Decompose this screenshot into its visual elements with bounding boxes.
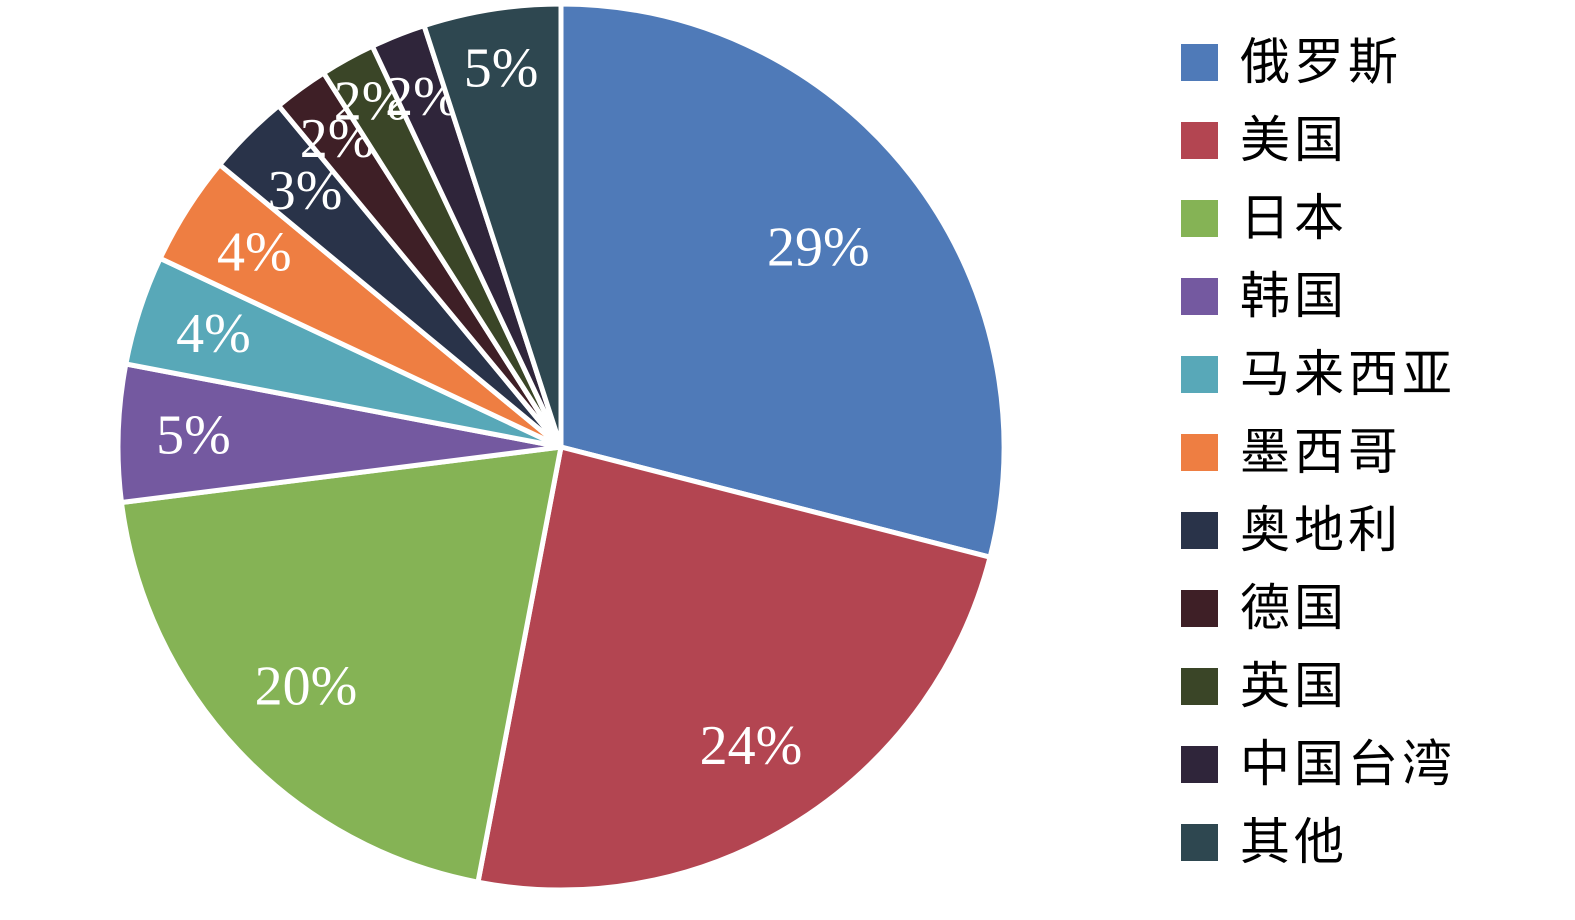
slice-label-japan: 20% (255, 656, 358, 718)
legend-swatch-germany (1181, 589, 1218, 627)
legend-label-taiwan-china: 中国台湾 (1240, 736, 1456, 792)
slice-label-mexico: 4% (217, 221, 292, 283)
legend-label-mexico: 墨西哥 (1240, 424, 1402, 480)
legend-label-others: 其他 (1240, 814, 1348, 870)
legend-label-japan: 日本 (1240, 190, 1348, 246)
legend-item-austria: 奥地利 (1181, 491, 1456, 569)
legend-label-austria: 奥地利 (1240, 502, 1402, 558)
legend-swatch-austria (1181, 511, 1218, 549)
legend-item-malaysia: 马来西亚 (1181, 335, 1456, 413)
legend-swatch-malaysia (1181, 355, 1218, 393)
legend-label-usa: 美国 (1240, 112, 1348, 168)
legend-item-usa: 美国 (1181, 101, 1456, 179)
slice-label-russia: 29% (767, 216, 870, 278)
legend-label-south-korea: 韩国 (1240, 268, 1348, 324)
legend-item-south-korea: 韩国 (1181, 257, 1456, 335)
legend-label-russia: 俄罗斯 (1240, 34, 1402, 90)
slice-label-malaysia: 4% (176, 303, 251, 365)
pie-slice-russia (558, 1, 1007, 560)
legend-swatch-others (1181, 823, 1218, 861)
slice-label-south-korea: 5% (156, 405, 231, 467)
pie-slice-others (421, 1, 564, 450)
chart-legend: 俄罗斯美国日本韩国马来西亚墨西哥奥地利德国英国中国台湾其他 (1181, 23, 1456, 881)
legend-item-others: 其他 (1181, 803, 1456, 881)
legend-swatch-usa (1181, 121, 1218, 159)
legend-swatch-taiwan-china (1181, 745, 1218, 783)
legend-item-japan: 日本 (1181, 179, 1456, 257)
slice-label-others: 5% (464, 38, 539, 100)
legend-item-germany: 德国 (1181, 569, 1456, 647)
legend-item-mexico: 墨西哥 (1181, 413, 1456, 491)
slice-label-usa: 24% (700, 715, 803, 777)
legend-swatch-russia (1181, 43, 1218, 81)
legend-swatch-south-korea (1181, 277, 1218, 315)
pie-slice-japan (118, 444, 564, 885)
legend-label-malaysia: 马来西亚 (1240, 346, 1456, 402)
legend-item-russia: 俄罗斯 (1181, 23, 1456, 101)
legend-label-germany: 德国 (1240, 580, 1348, 636)
legend-swatch-mexico (1181, 433, 1218, 471)
legend-item-taiwan-china: 中国台湾 (1181, 725, 1456, 803)
legend-label-uk: 英国 (1240, 658, 1348, 714)
legend-item-uk: 英国 (1181, 647, 1456, 725)
legend-swatch-japan (1181, 199, 1218, 237)
pie-slice-usa (475, 444, 993, 893)
legend-swatch-uk (1181, 667, 1218, 705)
